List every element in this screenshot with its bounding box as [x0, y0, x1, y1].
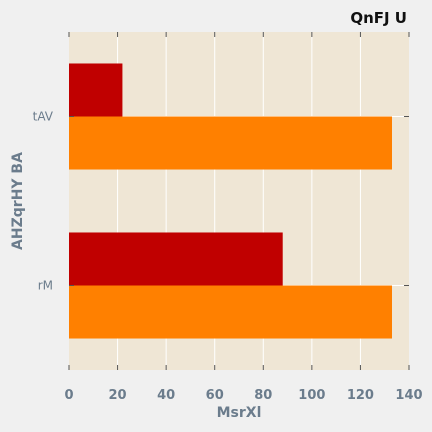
- bar-series0-rM: [69, 285, 392, 339]
- x-tick-label-3: 60: [206, 388, 224, 403]
- x-tick-label-7: 140: [395, 388, 422, 403]
- x-tick-label-0: 0: [64, 388, 73, 403]
- y-tick-label-1: tAV: [33, 110, 54, 124]
- bar-series0-tAV: [69, 116, 392, 170]
- chart-title: QnFJ U: [350, 9, 407, 27]
- tick-labels: 0 20 40 60 80 100 120 140 rM tAV: [33, 110, 423, 404]
- y-tick-label-0: rM: [38, 279, 53, 293]
- bar-series1-tAV: [69, 63, 123, 117]
- bars: [69, 63, 392, 339]
- x-tick-label-1: 20: [109, 388, 127, 403]
- axis-ticks: [68, 32, 410, 370]
- x-axis-label: MsrXl: [217, 405, 262, 421]
- x-tick-label-2: 40: [157, 388, 175, 403]
- bar-series1-rM: [69, 232, 283, 286]
- x-tick-label-5: 100: [298, 388, 325, 403]
- x-tick-label-6: 120: [347, 388, 374, 403]
- x-tick-label-4: 80: [254, 388, 272, 403]
- y-axis-label: AHZqrHY BA: [10, 152, 26, 250]
